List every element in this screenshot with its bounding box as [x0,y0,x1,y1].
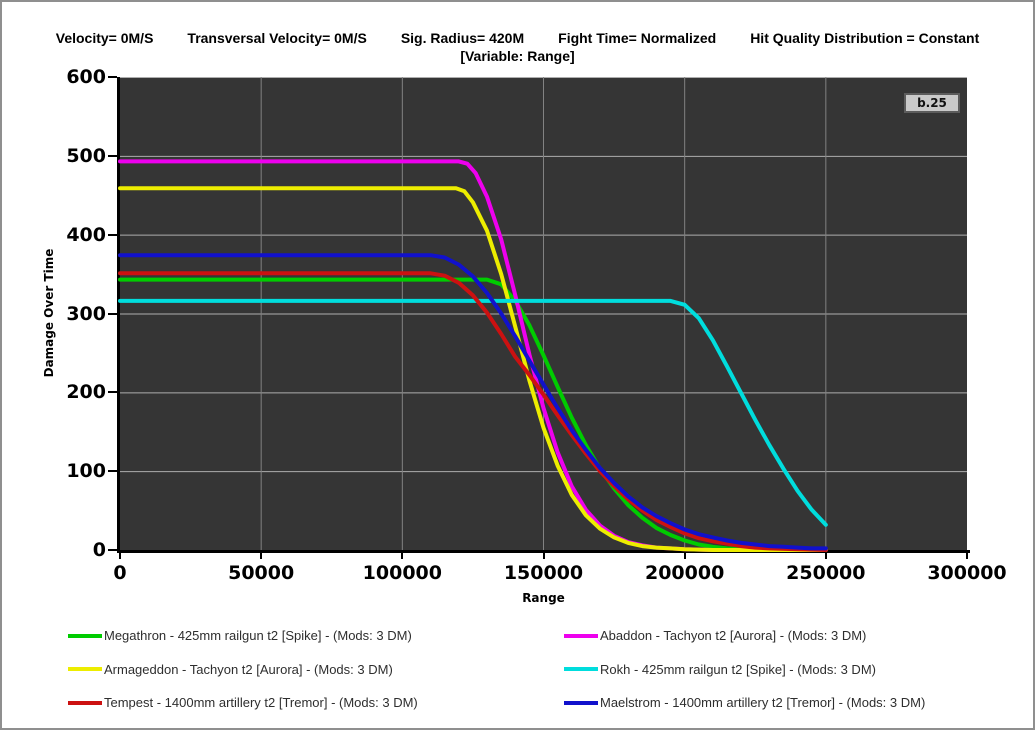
x-tick-mark [260,553,263,559]
legend-item-megathron: Megathron - 425mm railgun t2 [Spike] - (… [68,628,412,643]
title-param: Sig. Radius= 420M [400,30,525,46]
x-tick-mark [401,553,404,559]
legend-item-armageddon: Armageddon - Tachyon t2 [Aurora] - (Mods… [68,662,393,677]
legend-color-swatch [564,633,598,638]
y-axis-title: Damage Over Time [42,248,56,378]
x-tick-label: 300000 [927,562,1007,584]
legend-color-swatch [564,700,598,705]
x-tick-mark [119,553,121,559]
legend-label: Armageddon - Tachyon t2 [Aurora] - (Mods… [104,661,393,677]
legend-label: Abaddon - Tachyon t2 [Aurora] - (Mods: 3… [600,628,867,643]
x-tick-mark [542,553,545,559]
x-axis-line [117,550,970,553]
x-tick-label: 0 [113,562,127,584]
series-line-megathron [118,277,828,552]
y-tick-label: 500 [66,144,106,167]
y-tick-mark [108,312,117,315]
legend-item-abaddon: Abaddon - Tachyon t2 [Aurora] - (Mods: 3… [564,628,866,643]
legend-color-swatch [68,667,102,671]
y-tick-label: 300 [66,302,106,325]
legend-item-rokh: Rokh - 425mm railgun t2 [Spike] - (Mods:… [564,662,876,677]
x-tick-mark [683,553,686,559]
series-line-tempest [118,271,828,552]
y-axis-line [117,77,120,553]
title-param: Hit Quality Distribution = Constant [750,30,980,46]
series-line-maelstrom [118,253,828,551]
legend-item-tempest: Tempest - 1400mm artillery t2 [Tremor] -… [68,695,418,710]
y-tick-label: 100 [66,460,106,483]
x-tick-label: 250000 [786,562,866,584]
chart-canvas [117,77,970,553]
legend-label: Rokh - 425mm railgun t2 [Spike] - (Mods:… [600,661,876,677]
y-tick-label: 0 [92,539,106,561]
x-tick-mark [966,553,968,559]
variable-label: [Variable: Range] [460,48,575,64]
title-param: Transversal Velocity= 0M/S [187,30,367,46]
y-tick-mark [108,154,117,157]
y-tick-mark [108,76,117,78]
title-param: Fight Time= Normalized [558,30,717,46]
legend-item-maelstrom: Maelstrom - 1400mm artillery t2 [Tremor]… [564,695,925,710]
x-tick-label: 150000 [503,562,584,584]
y-tick-label: 400 [66,223,106,246]
legend: Megathron - 425mm railgun t2 [Spike] - (… [2,620,1033,720]
series-line-rokh [118,298,828,527]
version-badge: b.25 [904,93,960,113]
legend-color-swatch [68,700,102,705]
x-tick-label: 100000 [362,562,442,584]
legend-label: Maelstrom - 1400mm artillery t2 [Tremor]… [600,695,926,710]
y-tick-mark [108,470,117,473]
x-tick-label: 200000 [644,562,725,584]
y-tick-mark [108,549,117,551]
legend-label: Tempest - 1400mm artillery t2 [Tremor] -… [104,695,418,710]
series-line-armageddon [118,186,828,552]
y-tick-mark [108,391,117,394]
title-param: Velocity= 0M/S [55,30,154,46]
legend-color-swatch [68,633,102,638]
x-tick-mark [824,553,827,559]
y-tick-label: 200 [66,381,106,404]
legend-color-swatch [564,667,598,671]
chart-title-params: Velocity= 0M/S Transversal Velocity= 0M/S… [2,30,1033,46]
y-tick-mark [108,233,117,236]
x-axis-title: Range [522,591,565,605]
legend-label: Megathron - 425mm railgun t2 [Spike] - (… [104,628,412,643]
y-tick-label: 600 [66,66,106,88]
x-tick-label: 50000 [228,562,295,584]
